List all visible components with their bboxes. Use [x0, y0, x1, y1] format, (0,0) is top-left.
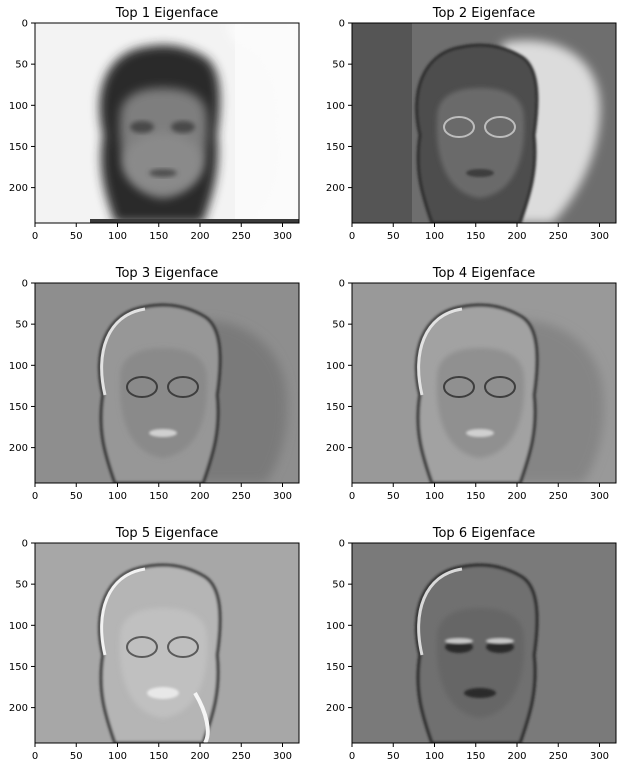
eigenface-image: [35, 543, 299, 743]
y-tick-label: 150: [9, 142, 28, 153]
x-tick-label: 0: [32, 491, 38, 502]
x-tick-label: 0: [349, 491, 355, 502]
y-tick-label: 100: [9, 621, 28, 632]
axes-frame: [34, 22, 300, 224]
eigenface-panel-1: Top 1 Eigenface 0 50 100 150 200 250 300 0 50 100 1…: [9, 6, 300, 242]
y-tick-label: 0: [22, 19, 28, 30]
y-tick-label: 200: [9, 443, 28, 454]
y-tick-label: 50: [332, 580, 345, 591]
x-tick-label: 250: [232, 231, 251, 242]
x-tick-label: 250: [549, 231, 568, 242]
x-tick-label: 200: [507, 231, 526, 242]
x-tick-label: 150: [149, 491, 168, 502]
y-tick-label: 0: [339, 19, 345, 30]
x-tick-label: 200: [190, 231, 209, 242]
y-tick-label: 0: [22, 539, 28, 550]
axes-frame: [351, 542, 617, 744]
axes-frame: [34, 542, 300, 744]
x-tick-label: 150: [466, 231, 485, 242]
panel-title: Top 3 Eigenface: [115, 266, 218, 281]
y-tick-label: 0: [339, 539, 345, 550]
x-tick-label: 150: [149, 751, 168, 762]
eigenface-panel-4: Top 4 Eigenface 0 50 100 150 200 250 300 0 50 100 1…: [326, 266, 617, 502]
x-tick-label: 200: [190, 491, 209, 502]
y-tick-label: 0: [339, 279, 345, 290]
x-tick-label: 50: [70, 231, 83, 242]
y-tick-label: 100: [9, 361, 28, 372]
y-tick-label: 50: [15, 580, 28, 591]
axes-frame: [351, 22, 617, 224]
y-tick-label: 200: [326, 183, 345, 194]
x-tick-label: 100: [108, 231, 127, 242]
x-tick-label: 250: [232, 751, 251, 762]
x-tick-label: 250: [549, 751, 568, 762]
x-tick-label: 150: [149, 231, 168, 242]
panel-title: Top 5 Eigenface: [115, 526, 218, 541]
eigenface-image: [352, 543, 616, 743]
y-tick-label: 100: [326, 621, 345, 632]
axes-frame: [351, 282, 617, 484]
x-tick-label: 0: [32, 231, 38, 242]
y-tick-label: 200: [326, 443, 345, 454]
y-tick-label: 50: [15, 60, 28, 71]
x-tick-label: 0: [32, 751, 38, 762]
x-tick-label: 300: [273, 231, 292, 242]
y-tick-label: 100: [9, 101, 28, 112]
panel-title: Top 4 Eigenface: [432, 266, 535, 281]
y-tick-label: 50: [15, 320, 28, 331]
x-tick-label: 0: [349, 751, 355, 762]
x-tick-label: 150: [466, 491, 485, 502]
eigenface-image: [352, 23, 616, 223]
x-tick-label: 100: [425, 491, 444, 502]
y-tick-label: 200: [9, 183, 28, 194]
x-tick-label: 150: [466, 751, 485, 762]
x-tick-label: 300: [590, 751, 609, 762]
x-tick-label: 300: [590, 491, 609, 502]
y-tick-label: 0: [22, 279, 28, 290]
y-tick-label: 100: [326, 101, 345, 112]
x-tick-label: 250: [549, 491, 568, 502]
axes-frame: [34, 282, 300, 484]
eigenface-image: [35, 283, 299, 483]
y-tick-label: 100: [326, 361, 345, 372]
x-tick-label: 300: [273, 491, 292, 502]
x-tick-label: 200: [507, 751, 526, 762]
x-tick-label: 100: [108, 751, 127, 762]
y-tick-label: 200: [9, 703, 28, 714]
x-tick-label: 250: [232, 491, 251, 502]
y-tick-label: 200: [326, 703, 345, 714]
eigenface-panel-6: Top 6 Eigenface 0 50 100 150 200 250 300 0 50 100 1…: [326, 526, 617, 762]
y-tick-label: 150: [9, 402, 28, 413]
x-tick-label: 100: [425, 231, 444, 242]
y-tick-label: 150: [326, 142, 345, 153]
y-tick-label: 150: [326, 662, 345, 673]
y-tick-label: 50: [332, 60, 345, 71]
x-tick-label: 50: [70, 491, 83, 502]
x-tick-label: 100: [108, 491, 127, 502]
eigenface-image: [35, 23, 299, 223]
x-tick-label: 50: [387, 491, 400, 502]
x-tick-label: 50: [70, 751, 83, 762]
eigenface-panel-5: Top 5 Eigenface 0 50 100 150 200 250 300 0 50 100 1…: [9, 526, 300, 762]
x-tick-label: 200: [190, 751, 209, 762]
eigenface-panel-3: Top 3 Eigenface 0 50 100 150 200 250 300 0 50 100 1…: [9, 266, 300, 502]
x-tick-label: 200: [507, 491, 526, 502]
y-tick-label: 50: [332, 320, 345, 331]
x-tick-label: 100: [425, 751, 444, 762]
panel-title: Top 1 Eigenface: [115, 6, 218, 21]
panel-title: Top 6 Eigenface: [432, 526, 535, 541]
x-tick-label: 300: [590, 231, 609, 242]
y-tick-label: 150: [326, 402, 345, 413]
panel-title: Top 2 Eigenface: [432, 6, 535, 21]
eigenface-panel-2: Top 2 Eigenface 0 50 100 150 200 250 300 0 50 100 1…: [326, 6, 617, 242]
y-tick-label: 150: [9, 662, 28, 673]
x-tick-label: 50: [387, 231, 400, 242]
eigenface-image: [352, 283, 616, 483]
x-tick-label: 0: [349, 231, 355, 242]
x-tick-label: 300: [273, 751, 292, 762]
x-tick-label: 50: [387, 751, 400, 762]
